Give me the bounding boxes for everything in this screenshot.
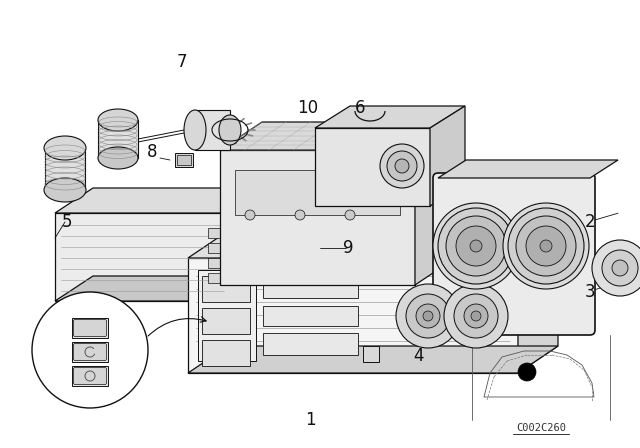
Bar [363,346,379,362]
Ellipse shape [219,115,241,145]
Polygon shape [55,213,230,301]
Circle shape [526,226,566,266]
Circle shape [471,311,481,321]
Bar [208,243,226,253]
Bar [263,333,358,355]
Polygon shape [315,106,465,128]
Circle shape [444,284,508,348]
Polygon shape [188,231,558,258]
Polygon shape [98,120,138,158]
Polygon shape [518,231,558,373]
Bar [327,143,357,163]
Circle shape [446,216,506,276]
Ellipse shape [44,178,86,202]
FancyBboxPatch shape [74,344,106,361]
Circle shape [406,294,450,338]
Circle shape [508,208,584,284]
Polygon shape [188,346,558,373]
Polygon shape [220,122,457,150]
Text: C002C260: C002C260 [516,423,566,433]
Bar [72,318,108,338]
Circle shape [295,210,305,220]
Polygon shape [220,150,415,285]
Bar [198,270,256,361]
Polygon shape [45,148,85,190]
Circle shape [516,216,576,276]
Circle shape [32,292,148,408]
Circle shape [540,240,552,252]
Bar [202,308,250,334]
FancyBboxPatch shape [433,173,595,335]
Bar [263,306,358,326]
Circle shape [464,304,488,328]
Polygon shape [188,258,518,373]
Ellipse shape [98,147,138,169]
Polygon shape [195,110,230,150]
Circle shape [438,208,514,284]
Circle shape [456,226,496,266]
Circle shape [416,304,440,328]
Bar [175,153,193,167]
Text: 2: 2 [585,213,595,231]
Polygon shape [230,188,268,301]
Polygon shape [55,188,268,213]
Bar [263,273,358,298]
Bar [235,170,400,215]
Text: 6: 6 [355,99,365,117]
Bar [177,155,191,165]
Text: 4: 4 [413,347,423,365]
Polygon shape [315,128,430,206]
Bar [208,258,226,268]
Text: 1: 1 [305,411,316,429]
Polygon shape [415,122,457,285]
Bar [208,273,226,283]
Ellipse shape [44,136,86,160]
Bar [208,228,226,238]
Bar [72,342,108,362]
Circle shape [387,151,417,181]
Ellipse shape [98,109,138,131]
Circle shape [380,144,424,188]
Text: 7: 7 [177,53,188,71]
Polygon shape [438,160,618,178]
Circle shape [602,250,638,286]
Circle shape [423,311,433,321]
Circle shape [612,260,628,276]
Circle shape [470,240,482,252]
Circle shape [395,159,409,173]
Text: 3: 3 [585,283,595,301]
Text: 9: 9 [343,239,353,257]
Circle shape [592,240,640,296]
Circle shape [345,210,355,220]
Circle shape [245,210,255,220]
Circle shape [433,203,519,289]
Circle shape [503,203,589,289]
Text: 8: 8 [147,143,157,161]
Circle shape [396,284,460,348]
Bar [202,340,250,366]
Bar [202,276,250,302]
Polygon shape [430,106,465,206]
Bar [72,366,108,386]
Text: 10: 10 [298,99,319,117]
Polygon shape [55,276,268,301]
Circle shape [454,294,498,338]
Circle shape [518,363,536,381]
Text: 5: 5 [61,213,72,231]
FancyBboxPatch shape [74,367,106,384]
Ellipse shape [184,110,206,150]
FancyBboxPatch shape [74,319,106,336]
